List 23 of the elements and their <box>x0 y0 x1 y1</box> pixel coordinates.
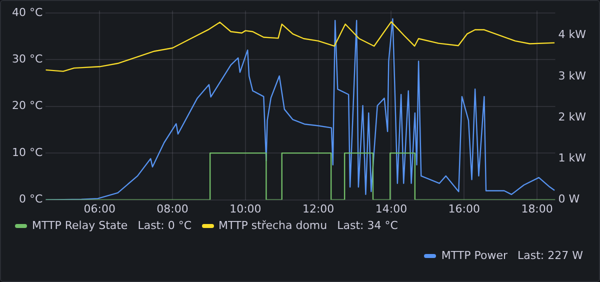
x-tick-label: 16:00 <box>448 202 480 216</box>
legend-label: MTTP Power <box>441 249 508 262</box>
y2-tick-label: 4 kW <box>558 28 586 42</box>
text: Last: 34 °C <box>337 219 398 232</box>
x-tick-label: 06:00 <box>84 202 116 216</box>
y2-tick-label: 3 kW <box>558 69 586 82</box>
y-tick-label: 30 °C <box>12 52 43 66</box>
x-tick-label: 08:00 <box>156 202 188 216</box>
y-tick-label: 0 °C <box>18 192 43 206</box>
y2-tick-label: 2 kW <box>558 110 586 124</box>
x-tick-label: 18:00 <box>521 202 553 216</box>
text: Last: 227 W <box>518 249 583 262</box>
legend-label: MTTP střecha domu <box>218 219 328 232</box>
y-tick-label: 20 °C <box>12 99 43 112</box>
y-tick-label: 40 °C <box>12 6 43 19</box>
y2-tick-label: 1 kW <box>558 152 586 165</box>
y2-tick-label: 0 W <box>558 192 580 206</box>
x-tick-label: 10:00 <box>230 202 262 216</box>
text: Last: 0 °C <box>138 219 192 232</box>
x-tick-label: 14:00 <box>375 202 408 216</box>
legend-label: MTTP Relay State <box>32 219 128 232</box>
x-tick-label: 12:00 <box>302 202 334 216</box>
y-tick-label: 10 °C <box>12 146 43 159</box>
